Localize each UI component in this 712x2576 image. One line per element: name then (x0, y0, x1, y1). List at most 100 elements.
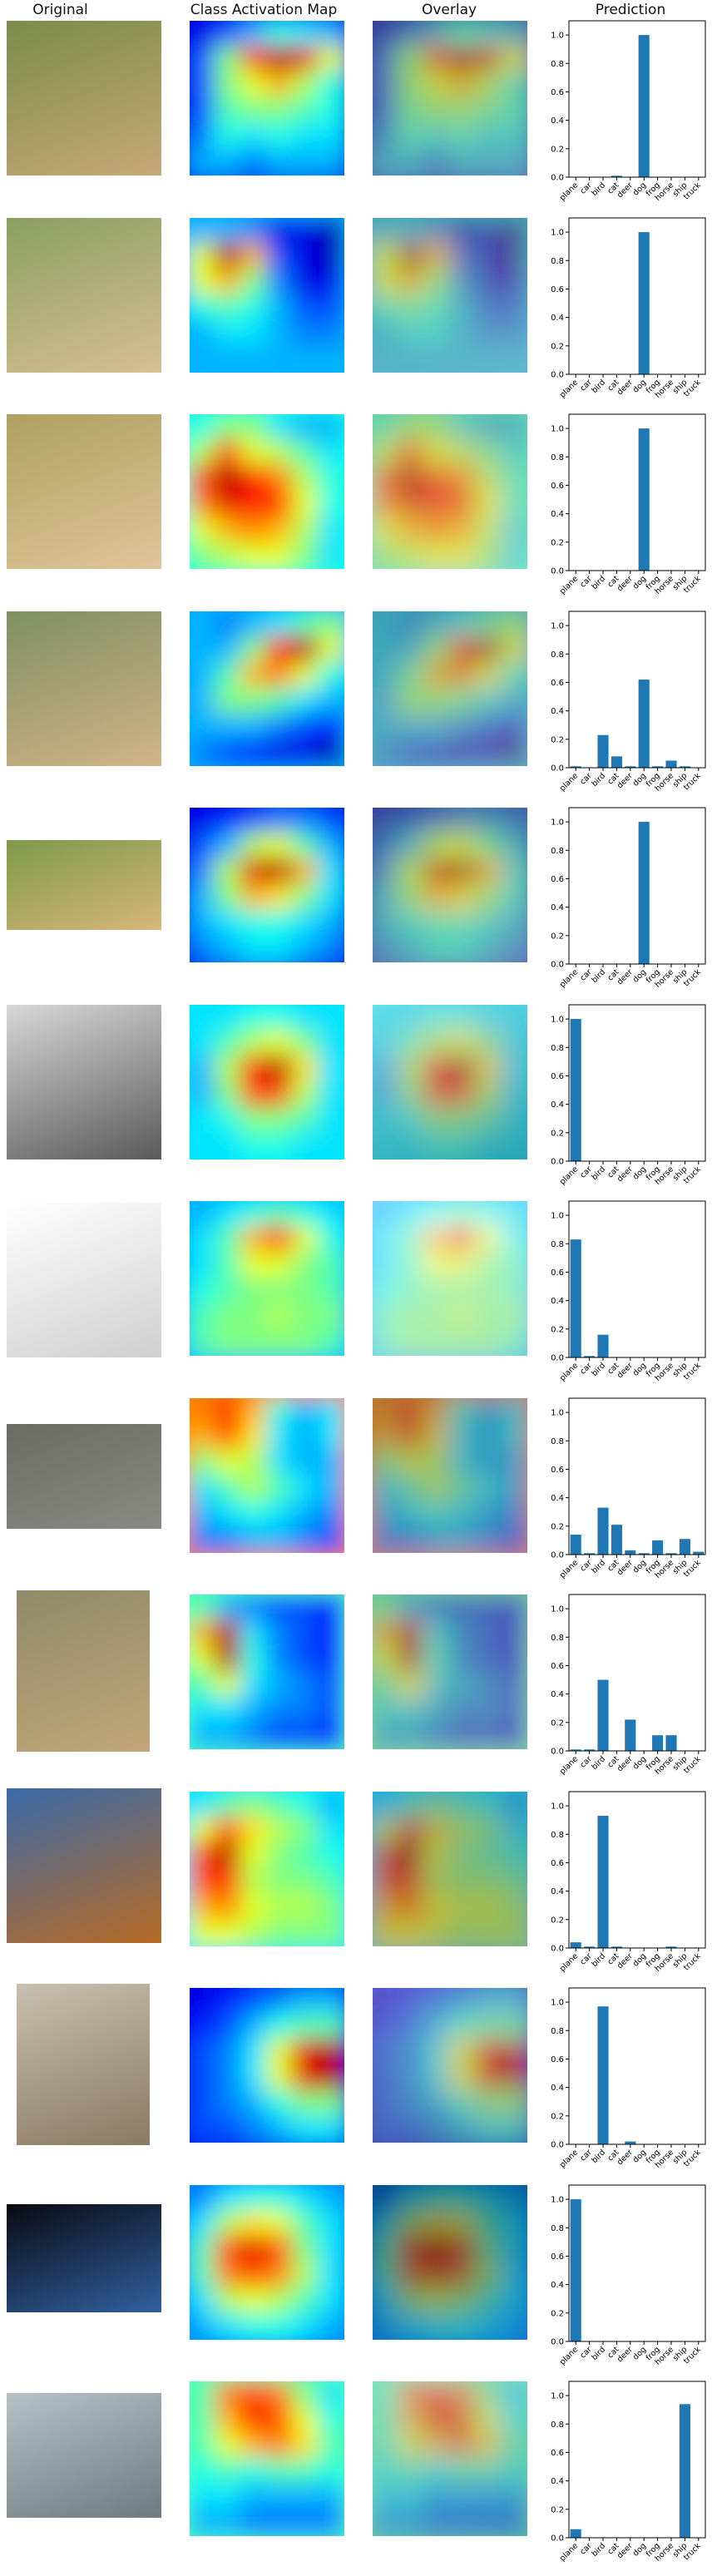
bar-plane (571, 1942, 581, 1948)
axes-frame (569, 611, 705, 768)
prediction-chart-3: 0.00.20.40.60.81.0planecarbirdcatdeerdog… (549, 413, 712, 609)
axes-frame (569, 1595, 705, 1751)
x-tick-label: dog (631, 1558, 648, 1575)
y-tick-label: 0.8 (551, 1436, 564, 1446)
bar-cat (611, 1525, 622, 1555)
y-tick-label: 1.0 (551, 621, 564, 630)
y-tick-label: 0.2 (551, 145, 564, 154)
y-tick-label: 0.6 (551, 678, 564, 687)
header-class-activation-map: Class Activation Map (168, 2, 359, 18)
header-prediction: Prediction (549, 2, 712, 18)
y-tick-label: 0.6 (551, 482, 564, 491)
prediction-chart-11: 0.00.20.40.60.81.0planecarbirdcatdeerdog… (549, 1986, 712, 2183)
bar-dog (639, 428, 650, 571)
y-tick-label: 0.2 (551, 735, 564, 744)
y-tick-label: 0.4 (551, 1494, 564, 1503)
y-tick-label: 0.2 (551, 2505, 564, 2514)
y-tick-label: 0.0 (551, 1157, 564, 1166)
x-tick-label: plane (558, 2541, 581, 2564)
y-tick-label: 0.6 (551, 1858, 564, 1867)
axes-frame (569, 1398, 705, 1555)
overlay-image-3 (373, 414, 527, 569)
y-tick-label: 0.6 (551, 1268, 564, 1278)
x-tick-label: dog (631, 2345, 648, 2361)
cam-heatmap-7 (190, 1201, 344, 1356)
axes-frame (569, 808, 705, 964)
y-tick-label: 0.8 (551, 1634, 564, 1643)
x-tick-label: dog (631, 1754, 648, 1771)
overlay-image-5 (373, 808, 527, 962)
bar-bird (597, 734, 608, 767)
bar-cat (611, 756, 622, 768)
bar-plane (571, 2529, 581, 2538)
x-tick-label: plane (558, 1951, 581, 1974)
y-tick-label: 0.8 (551, 1240, 564, 1249)
bar-bird (597, 1335, 608, 1357)
original-image-12 (7, 2204, 161, 2312)
x-tick-label: plane (558, 1754, 581, 1777)
axes-frame (569, 1792, 705, 1948)
overlay-image-2 (373, 218, 527, 373)
y-tick-label: 0.6 (551, 1071, 564, 1080)
overlay-image-1 (373, 21, 527, 176)
y-tick-label: 0.0 (551, 764, 564, 773)
axes-frame (569, 414, 705, 571)
y-tick-label: 0.8 (551, 2420, 564, 2430)
cam-heatmap-12 (190, 2185, 344, 2340)
cam-heatmap-8 (190, 1398, 344, 1553)
cam-heatmap-6 (190, 1005, 344, 1159)
y-tick-label: 0.4 (551, 2281, 564, 2290)
y-tick-label: 0.0 (551, 1944, 564, 1953)
x-tick-label: plane (558, 967, 581, 990)
prediction-chart-13: 0.00.20.40.60.81.0planecarbirdcatdeerdog… (549, 2380, 712, 2576)
y-tick-label: 0.2 (551, 1718, 564, 1728)
y-tick-label: 1.0 (551, 2392, 564, 2401)
cam-heatmap-4 (190, 611, 344, 766)
x-tick-label: plane (558, 2148, 581, 2170)
cam-heatmap-13 (190, 2381, 344, 2536)
y-tick-label: 0.2 (551, 538, 564, 547)
y-tick-label: 1.0 (551, 818, 564, 828)
y-tick-label: 0.6 (551, 88, 564, 97)
bar-bird (597, 1816, 608, 1948)
bar-bird (597, 1507, 608, 1554)
prediction-chart-4: 0.00.20.40.60.81.0planecarbirdcatdeerdog… (549, 610, 712, 806)
x-tick-label: dog (631, 574, 648, 591)
y-tick-label: 0.4 (551, 510, 564, 519)
x-tick-label: dog (631, 180, 648, 197)
x-tick-label: dog (631, 2148, 648, 2164)
axes-frame (569, 21, 705, 177)
prediction-chart-1: 0.00.20.40.60.81.0planecarbirdcatdeerdog… (549, 19, 712, 215)
y-tick-label: 1.0 (551, 425, 564, 434)
x-tick-label: dog (631, 1361, 648, 1377)
y-tick-label: 1.0 (551, 1408, 564, 1417)
y-tick-label: 0.4 (551, 116, 564, 126)
y-tick-label: 0.8 (551, 453, 564, 462)
header-original: Original (0, 2, 121, 18)
y-tick-label: 0.6 (551, 2252, 564, 2261)
x-tick-label: dog (631, 378, 648, 394)
original-image-11 (17, 1984, 150, 2145)
y-tick-label: 0.0 (551, 961, 564, 970)
y-tick-label: 0.2 (551, 1916, 564, 1925)
prediction-chart-8: 0.00.20.40.60.81.0planecarbirdcatdeerdog… (549, 1397, 712, 1593)
y-tick-label: 0.0 (551, 2534, 564, 2544)
y-tick-label: 0.0 (551, 1550, 564, 1560)
y-tick-label: 0.0 (551, 370, 564, 379)
y-tick-label: 0.4 (551, 1297, 564, 1306)
bar-deer (625, 1550, 635, 1554)
prediction-chart-2: 0.00.20.40.60.81.0planecarbirdcatdeerdog… (549, 216, 712, 413)
x-tick-label: plane (558, 180, 581, 203)
y-tick-label: 0.2 (551, 1522, 564, 1531)
y-tick-label: 0.4 (551, 707, 564, 716)
x-tick-label: plane (558, 771, 581, 794)
y-tick-label: 1.0 (551, 1212, 564, 1221)
x-tick-label: plane (558, 1164, 581, 1187)
bar-frog (652, 1540, 663, 1554)
overlay-image-11 (373, 1988, 527, 2143)
y-tick-label: 0.0 (551, 2141, 564, 2150)
overlay-image-8 (373, 1398, 527, 1553)
x-tick-label: plane (558, 1361, 581, 1383)
y-tick-label: 0.8 (551, 650, 564, 659)
x-tick-label: plane (558, 2345, 581, 2367)
